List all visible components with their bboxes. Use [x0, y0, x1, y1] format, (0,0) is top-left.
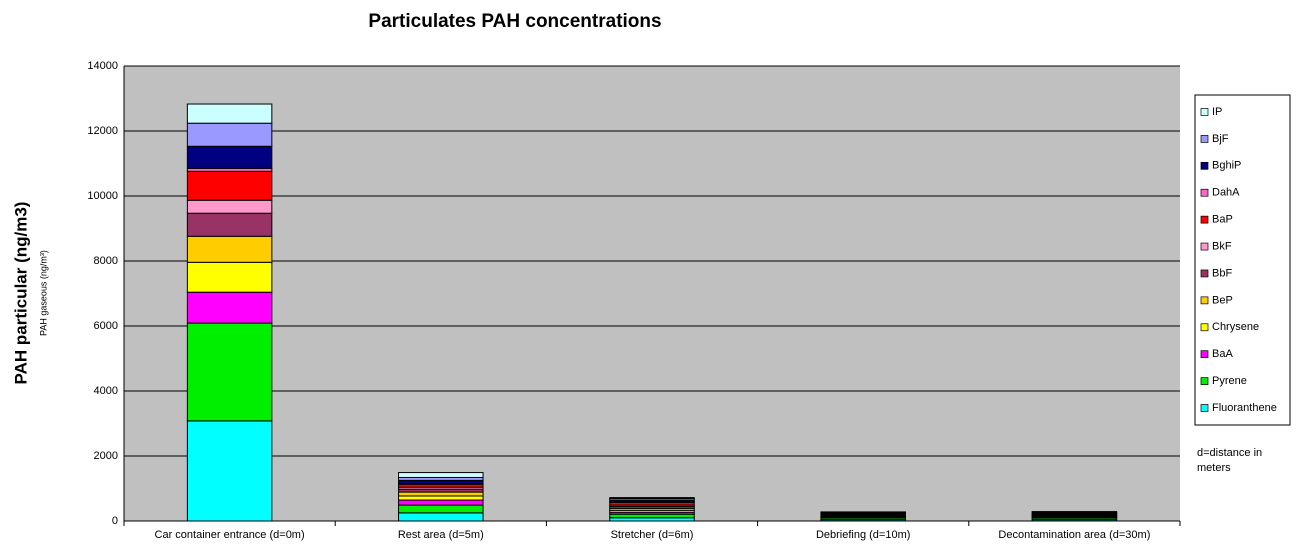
legend-swatch: [1200, 350, 1209, 359]
bar-segment: [186, 122, 273, 147]
x-tick-label: Car container entrance (d=0m): [155, 529, 305, 541]
bar-segment: [398, 499, 484, 506]
legend-swatch: [1200, 161, 1209, 170]
bar-segment: [186, 322, 273, 422]
legend-label: BjF: [1212, 133, 1229, 145]
legend-label: DahA: [1212, 187, 1240, 199]
legend-label: Fluoranthene: [1212, 402, 1277, 414]
bar-segment: [1031, 511, 1118, 513]
legend-swatch: [1200, 135, 1209, 143]
legend-label: BaP: [1212, 214, 1233, 226]
legend-label: IP: [1212, 106, 1222, 118]
x-tick-label: Rest area (d=5m): [398, 529, 484, 541]
bar-segment: [609, 513, 695, 519]
y-tick-label: 12000: [87, 125, 118, 137]
x-tick-label: Decontamination area (d=30m): [998, 529, 1150, 541]
y-tick-label: 8000: [94, 255, 118, 267]
bar-segment: [398, 495, 484, 501]
bar-segment: [609, 497, 695, 500]
bar-segment: [398, 512, 484, 522]
y-tick-label: 4000: [94, 385, 118, 397]
legend-label: BaA: [1212, 348, 1233, 360]
bar-segment: [398, 472, 484, 478]
bar-segment: [186, 199, 273, 214]
y-tick-label: 10000: [87, 190, 118, 202]
legend-box: [1194, 94, 1291, 426]
bar-segment: [398, 491, 484, 497]
chart-title: Particulates PAH concentrations: [368, 11, 661, 32]
bar-segment: [186, 420, 273, 522]
legend-label: Pyrene: [1212, 375, 1247, 387]
legend-label: BghiP: [1212, 160, 1241, 172]
plot-area: [124, 66, 1180, 521]
y-tick-label: 0: [112, 515, 118, 527]
y-axis-label-secondary: PAH gaseous (ng/m³): [38, 250, 48, 336]
y-tick-label: 2000: [94, 450, 118, 462]
annotation: d=distance in meters: [1197, 447, 1263, 474]
legend-swatch: [1200, 323, 1209, 332]
legend-swatch: [1200, 188, 1209, 197]
bar-segment: [186, 212, 273, 237]
bar-segment: [186, 145, 273, 169]
y-tick-label: 6000: [94, 320, 118, 332]
legend-swatch: [1200, 108, 1209, 116]
bar-segment: [186, 170, 273, 201]
y-tick-label: 14000: [87, 60, 118, 72]
legend-swatch: [1200, 296, 1209, 305]
bar-segment: [186, 261, 273, 293]
bar-segment: [186, 103, 273, 124]
legend-label: Chrysene: [1212, 321, 1259, 333]
legend-swatch: [1200, 242, 1209, 251]
bar-segment: [398, 504, 484, 514]
legend-swatch: [1200, 404, 1209, 412]
legend-label: BbF: [1212, 267, 1232, 279]
bar-segment: [186, 235, 273, 263]
legend-label: BkF: [1212, 240, 1232, 252]
legend-swatch: [1200, 269, 1209, 278]
y-axis-label: PAH particular (ng/m3): [11, 202, 30, 385]
x-tick-label: Stretcher (d=6m): [611, 529, 694, 541]
bar-segment: [186, 291, 273, 324]
x-tick-label: Debriefing (d=10m): [816, 529, 910, 541]
legend-label: BeP: [1212, 294, 1233, 306]
legend-swatch: [1200, 215, 1209, 224]
legend-swatch: [1200, 377, 1209, 385]
